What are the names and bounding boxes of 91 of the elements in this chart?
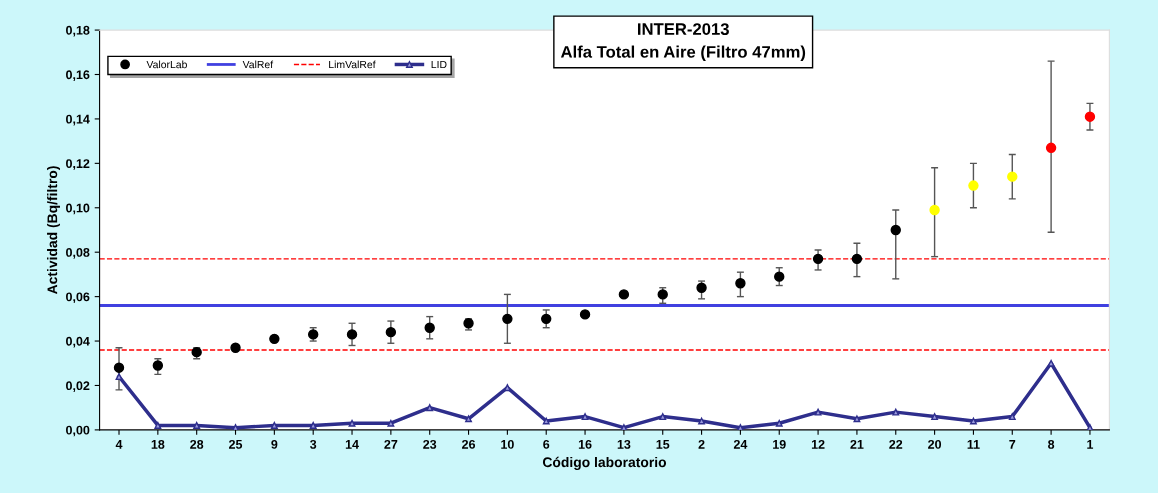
legend-label: ValorLab: [146, 60, 187, 69]
y-tick-label: 0,12: [66, 159, 90, 170]
y-tick-label: 0,10: [66, 203, 90, 215]
chart-title: INTER-2013: [638, 23, 729, 36]
y-tick-label: 0,08: [66, 248, 90, 259]
point: [659, 413, 667, 421]
point: [115, 373, 123, 381]
point: [502, 313, 513, 325]
y-tick-label: 0,18: [66, 25, 90, 37]
point: [1086, 424, 1094, 430]
point: [812, 253, 824, 265]
point: [851, 253, 863, 265]
y-tick-label: 0,06: [66, 292, 90, 304]
y-tick-label: 0,04: [66, 336, 90, 348]
point: [154, 421, 162, 429]
point: [620, 424, 628, 430]
point: [968, 180, 979, 191]
x-tick-label: 4: [115, 440, 123, 449]
point: [193, 421, 201, 429]
x-tick-label: 7: [1009, 440, 1016, 449]
x-tick-label: 8: [1048, 439, 1055, 449]
point: [269, 333, 280, 345]
point: [969, 417, 977, 425]
point: [232, 424, 239, 430]
point: [1047, 359, 1055, 367]
x-tick-label: 9: [271, 439, 278, 449]
point: [657, 289, 668, 300]
x-tick-label: 22: [889, 439, 903, 449]
point: [230, 342, 241, 353]
legend-label: LimValRef: [329, 60, 376, 69]
point: [426, 404, 434, 412]
x-tick-label: 12: [811, 439, 825, 449]
x-tick-label: 27: [384, 439, 398, 449]
y-tick-label: 0,16: [66, 70, 90, 81]
point: [775, 419, 783, 427]
point: [542, 417, 550, 425]
point: [1045, 142, 1057, 153]
x-tick-label: 3: [310, 439, 317, 449]
x-axis-title: Código laboratorio: [542, 456, 667, 470]
point: [385, 326, 397, 338]
point: [1084, 111, 1096, 122]
point: [735, 278, 746, 289]
point: [1008, 413, 1016, 421]
point: [1007, 171, 1018, 182]
point: [348, 419, 356, 427]
text: Alfa Total en Aire (Filtro 47mm): [560, 45, 806, 62]
point: [696, 282, 707, 293]
x-tick-label: 18: [151, 439, 165, 449]
y-tick-label: 0,14: [66, 114, 90, 126]
point: [814, 408, 822, 416]
point: [890, 224, 901, 236]
point: [152, 360, 164, 371]
point: [387, 419, 395, 427]
point: [270, 421, 278, 429]
x-tick-label: 19: [773, 439, 786, 449]
x-tick-label: 26: [462, 439, 476, 449]
point: [424, 322, 435, 333]
point: [929, 204, 940, 216]
x-tick-label: 10: [501, 439, 514, 449]
x-tick-label: 13: [617, 439, 631, 449]
x-tick-label: 6: [543, 439, 550, 449]
point: [892, 408, 900, 416]
y-tick-label: 0,02: [66, 381, 90, 392]
point: [579, 309, 591, 320]
point: [774, 271, 785, 282]
x-tick-label: 28: [190, 439, 204, 449]
legend-label: LID: [431, 60, 447, 69]
x-tick-label: 21: [850, 439, 864, 449]
legend-label: ValRef: [242, 60, 274, 69]
x-tick-label: 24: [733, 439, 748, 449]
x-tick-label: 15: [656, 440, 670, 449]
point: [581, 413, 589, 421]
point: [853, 415, 861, 423]
y-tick-label: 0,00: [66, 425, 90, 437]
x-tick-label: 20: [928, 439, 942, 449]
point: [931, 413, 939, 421]
point: [346, 329, 358, 340]
point: [541, 313, 552, 325]
y-axis-title: Actividad (Bq/filtro): [47, 166, 60, 295]
point: [309, 421, 317, 429]
x-tick-label: 23: [423, 439, 437, 449]
point: [618, 289, 630, 300]
point: [465, 415, 473, 423]
point: [113, 362, 125, 373]
x-tick-label: 16: [578, 439, 592, 449]
x-tick-label: 14: [345, 440, 359, 449]
x-tick-label: 11: [967, 440, 980, 449]
x-tick-label: 25: [229, 439, 243, 449]
point: [736, 424, 744, 430]
x-tick-label: 2: [698, 439, 705, 449]
x-tick-label: 1: [1087, 440, 1094, 449]
